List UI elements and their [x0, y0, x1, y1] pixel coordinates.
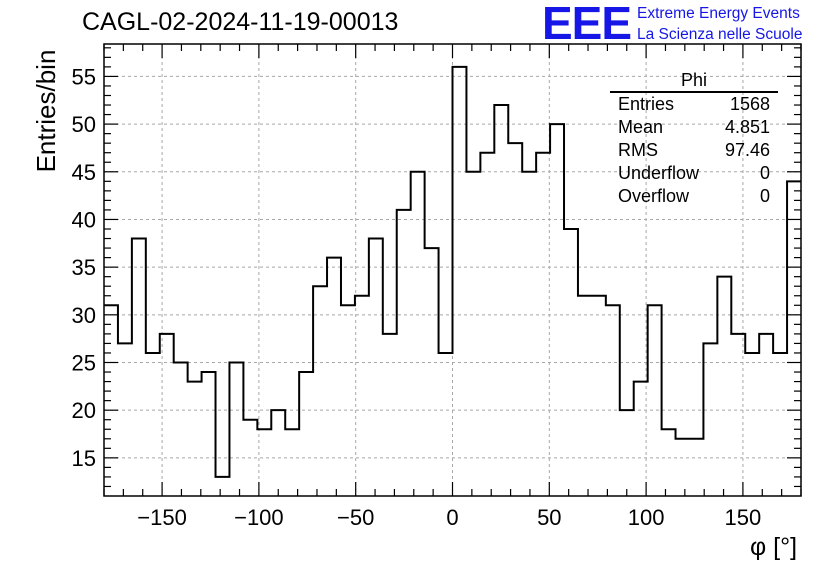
stats-label: RMS — [618, 140, 658, 160]
stats-title: Phi — [610, 70, 778, 93]
logo-caption: Extreme Energy Events La Scienza nelle S… — [637, 3, 802, 45]
stats-value: 0 — [759, 186, 770, 206]
stats-row-overflow: Overflow 0 — [610, 185, 778, 208]
logo-line-1: Extreme Energy Events — [637, 5, 800, 22]
stats-value: 1568 — [729, 94, 770, 114]
logo-line-2: La Scienza nelle Scuole — [637, 26, 803, 43]
y-tick-label: 15 — [72, 446, 96, 471]
stats-row-entries: Entries 1568 — [610, 93, 778, 116]
stats-box: Phi Entries 1568 Mean 4.851 RMS 97.46 Under… — [610, 70, 778, 208]
stats-row-underflow: Underflow 0 — [610, 162, 778, 185]
x-tick-label: −100 — [234, 505, 284, 530]
plot-frame — [103, 43, 802, 497]
stats-label: Overflow — [618, 186, 690, 206]
x-tick-label: 100 — [628, 505, 665, 530]
stats-label: Entries — [618, 94, 675, 114]
y-tick-label: 50 — [72, 112, 96, 137]
y-tick-label: 35 — [72, 255, 96, 280]
histogram-line — [104, 65, 801, 478]
x-tick-label: 50 — [537, 505, 561, 530]
y-tick-label: 30 — [72, 303, 96, 328]
y-tick-label: 40 — [72, 207, 96, 232]
stats-value: 4.851 — [724, 117, 770, 137]
axis-ticks — [103, 44, 802, 496]
x-tick-label: 0 — [446, 505, 458, 530]
stats-value: 0 — [759, 163, 770, 183]
x-tick-labels: −150 −100 −50 0 50 100 150 — [137, 505, 761, 530]
stats-value: 97.46 — [724, 140, 770, 160]
y-axis-label: Entries/bin — [31, 49, 61, 173]
x-axis-label: φ [°] — [750, 533, 798, 561]
stats-label: Underflow — [618, 163, 700, 183]
eee-logo: EEE — [542, 0, 632, 49]
stats-row-rms: RMS 97.46 — [610, 139, 778, 162]
x-tick-label: 150 — [725, 505, 762, 530]
stats-row-mean: Mean 4.851 — [610, 116, 778, 139]
y-tick-labels: 15 20 25 30 35 40 45 50 55 — [72, 64, 96, 470]
y-tick-label: 45 — [72, 160, 96, 185]
y-tick-label: 55 — [72, 64, 96, 89]
chart-title: CAGL-02-2024-11-19-00013 — [82, 8, 399, 36]
y-tick-label: 25 — [72, 350, 96, 375]
x-tick-label: −150 — [137, 505, 187, 530]
x-tick-label: −50 — [337, 505, 374, 530]
stats-label: Mean — [618, 117, 664, 137]
y-tick-label: 20 — [72, 398, 96, 423]
